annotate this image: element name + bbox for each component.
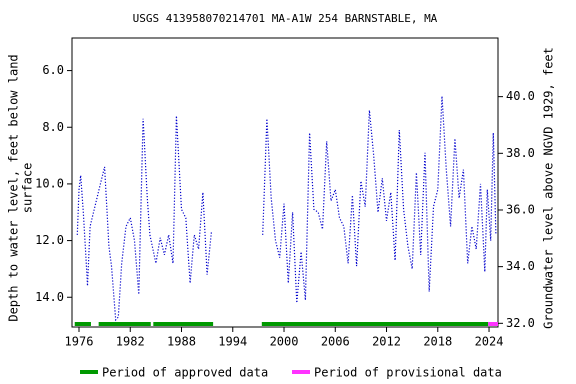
y2-tick-label: 38.0: [506, 146, 535, 160]
legend-swatch: [80, 370, 98, 374]
period-bar: [153, 322, 214, 326]
x-tick-label: 1976: [65, 335, 94, 349]
y-tick-label: 14.0: [35, 290, 64, 304]
plot-frame: [71, 37, 499, 328]
x-tick-label: 2012: [372, 335, 401, 349]
x-tick-label: 2000: [270, 335, 299, 349]
chart-title: USGS 413958070214701 MA-A1W 254 BARNSTAB…: [133, 12, 438, 25]
y-tick-label: 10.0: [35, 176, 64, 190]
x-tick-label: 2024: [475, 335, 504, 349]
y2-tick-label: 36.0: [506, 202, 535, 216]
x-tick-label: 1994: [218, 335, 247, 349]
y2-tick-label: 40.0: [506, 89, 535, 103]
legend-label: Period of provisional data: [314, 366, 502, 380]
period-bar: [74, 322, 91, 326]
legend-swatch: [292, 370, 310, 374]
y2-tick-label: 34.0: [506, 259, 535, 273]
period-bar: [488, 322, 498, 326]
y2-axis-title: Groundwater level above NGVD 1929, feet: [542, 47, 556, 329]
y-axis-title: Depth to water level, feet below land: [7, 54, 21, 321]
y-tick-label: 8.0: [42, 120, 64, 134]
y-axis-title: surface: [21, 163, 35, 214]
period-bar: [98, 322, 151, 326]
y2-tick-label: 32.0: [506, 316, 535, 330]
period-bar: [261, 322, 489, 326]
x-tick-label: 1982: [116, 335, 145, 349]
legend-label: Period of approved data: [102, 366, 268, 380]
y-tick-label: 6.0: [42, 63, 64, 77]
x-tick-label: 2006: [321, 335, 350, 349]
x-tick-label: 1988: [167, 335, 196, 349]
x-tick-label: 2018: [423, 335, 452, 349]
series-line: [76, 96, 497, 322]
y-tick-label: 12.0: [35, 233, 64, 247]
